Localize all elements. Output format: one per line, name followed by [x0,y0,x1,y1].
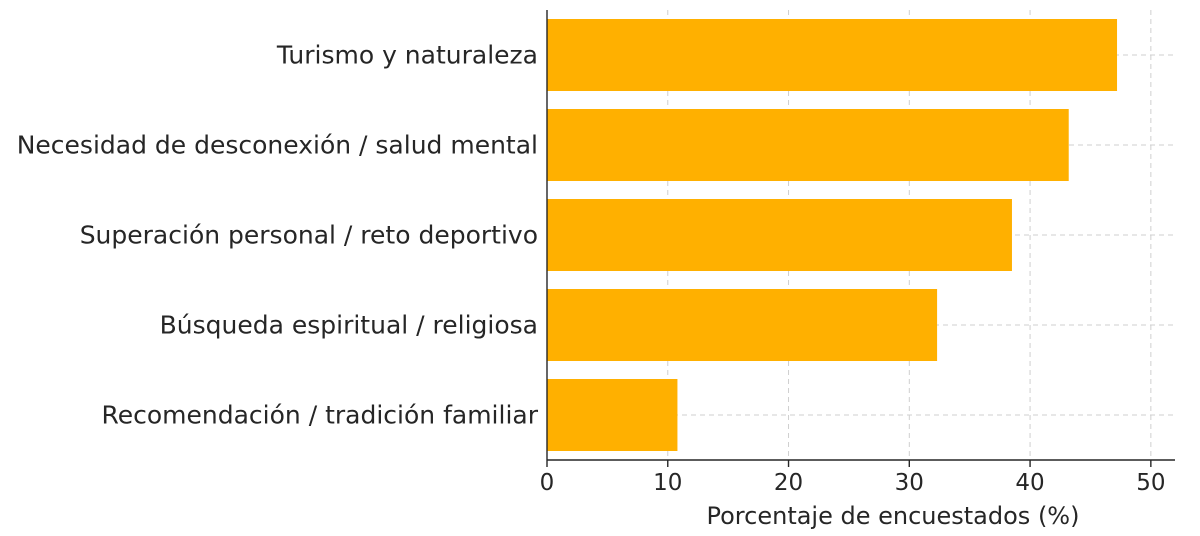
x-tick-label: 20 [774,470,803,496]
bar [547,199,1012,271]
category-label: Búsqueda espiritual / religiosa [160,311,538,340]
category-label: Superación personal / reto deportivo [80,221,538,250]
category-label: Turismo y naturaleza [276,41,538,70]
x-tick-label: 0 [540,470,555,496]
category-label: Recomendación / tradición familiar [102,401,539,430]
x-axis-title: Porcentaje de encuestados (%) [707,502,1080,530]
bars [547,19,1118,451]
x-tick-label: 40 [1015,470,1044,496]
category-label: Necesidad de desconexión / salud mental [17,131,538,160]
bar [547,19,1118,91]
category-labels: Turismo y naturaleza Necesidad de descone… [17,41,539,430]
x-tick-label: 50 [1136,470,1165,496]
axes [546,10,1175,467]
x-tick-label: 10 [653,470,682,496]
bar [547,109,1069,181]
bar [547,289,938,361]
x-tick-label: 30 [895,470,924,496]
x-tick-labels: 0 10 20 30 40 50 [540,470,1166,496]
bar [547,379,678,451]
